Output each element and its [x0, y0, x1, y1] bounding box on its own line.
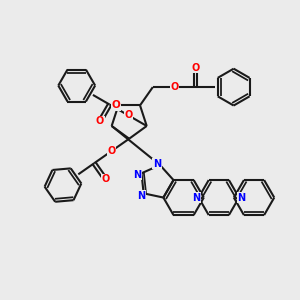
Text: O: O	[124, 110, 132, 120]
Text: O: O	[170, 82, 178, 92]
Text: O: O	[101, 174, 109, 184]
Text: O: O	[96, 116, 104, 126]
Text: N: N	[237, 193, 245, 202]
Text: O: O	[191, 63, 200, 73]
Text: O: O	[112, 100, 120, 110]
Text: N: N	[153, 158, 161, 169]
Text: O: O	[107, 146, 116, 156]
Text: N: N	[134, 170, 142, 180]
Text: N: N	[192, 193, 200, 202]
Text: N: N	[137, 191, 145, 201]
